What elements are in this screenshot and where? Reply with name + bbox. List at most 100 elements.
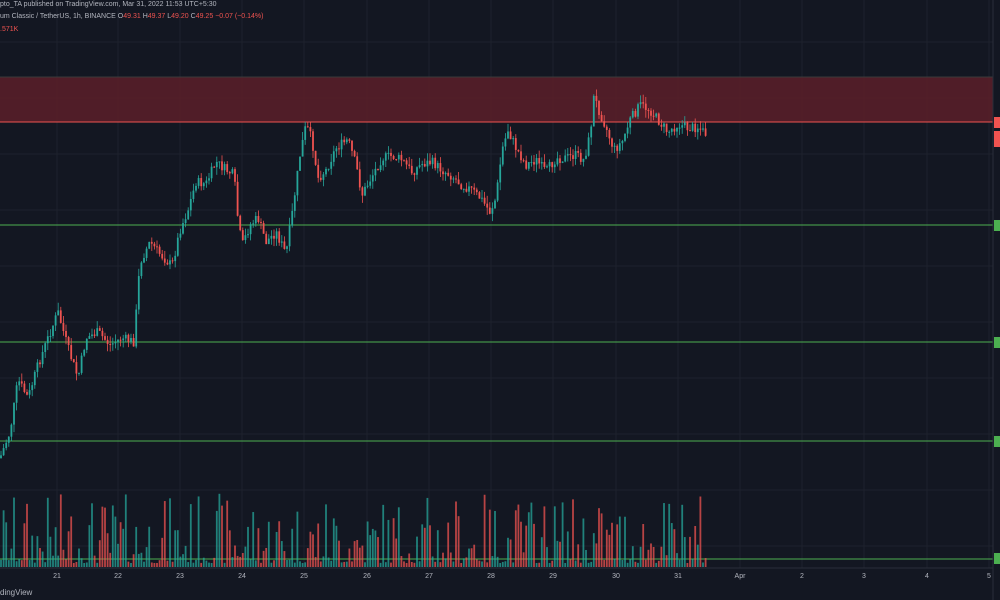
- candle-body: [514, 138, 517, 150]
- volume-bar: [543, 506, 546, 567]
- candle-body: [483, 197, 486, 204]
- volume-bar: [369, 535, 372, 567]
- candle-body: [517, 149, 520, 152]
- candle-body: [33, 371, 36, 386]
- volume-bar: [88, 525, 91, 567]
- x-tick-label: 21: [53, 573, 61, 580]
- volume-bar: [252, 512, 255, 567]
- candle-body: [481, 197, 483, 199]
- symbol-name[interactable]: um Classic / TetherUS, 1h, BINANCE: [0, 13, 116, 20]
- candle-body: [366, 185, 369, 187]
- volume-bar: [535, 562, 538, 567]
- candle-body: [41, 351, 44, 365]
- volume-bar: [57, 555, 60, 567]
- volume-bar: [241, 553, 244, 567]
- candle-body: [603, 121, 606, 127]
- volume-bar: [140, 552, 143, 567]
- candle-body: [665, 123, 668, 132]
- candle-body: [44, 343, 47, 352]
- volume-bar: [475, 559, 478, 567]
- candle-body: [62, 322, 65, 332]
- volume-bar: [533, 523, 535, 567]
- candle-body: [400, 154, 403, 161]
- candle-body: [387, 152, 390, 154]
- candle-body: [600, 114, 603, 122]
- candle-body: [265, 233, 268, 245]
- volume-bar: [176, 530, 179, 567]
- candle-body: [70, 345, 73, 360]
- candle-body: [286, 246, 288, 249]
- candle-body: [520, 151, 522, 161]
- candle-body: [429, 160, 431, 165]
- candle-body: [642, 102, 645, 104]
- candle-body: [351, 140, 353, 151]
- candle-body: [91, 334, 93, 337]
- ohlc-low-value: 49.20: [171, 13, 189, 20]
- candles: [0, 89, 707, 459]
- candle-body: [535, 158, 538, 165]
- volume-bar: [301, 562, 304, 567]
- volume-bar: [462, 558, 465, 567]
- candle-body: [369, 181, 372, 186]
- volume-bar: [624, 516, 626, 567]
- volume-bar: [598, 508, 600, 567]
- volume-bars: [0, 493, 707, 567]
- tradingview-brand[interactable]: dingView: [0, 588, 33, 597]
- candle-body: [223, 164, 226, 171]
- candle-body: [83, 349, 86, 356]
- volume-bar: [444, 558, 447, 567]
- volume-bar: [447, 522, 450, 567]
- volume-bar: [455, 501, 457, 567]
- candle-body: [496, 182, 499, 201]
- volume-bar: [473, 544, 476, 567]
- candle-body: [20, 381, 23, 384]
- candle-body: [611, 138, 613, 147]
- volume-bar: [699, 496, 702, 567]
- volume-bar: [65, 559, 67, 567]
- volume-bar: [166, 560, 169, 567]
- volume-bar: [634, 561, 637, 567]
- candle-body: [587, 137, 590, 156]
- candle-body: [72, 359, 75, 363]
- candle-body: [397, 154, 400, 160]
- candle-body: [127, 334, 130, 342]
- candle-body: [353, 150, 356, 157]
- candle-body: [403, 160, 405, 162]
- candle-body: [5, 442, 8, 449]
- candle-body: [689, 130, 691, 132]
- volume-bar: [382, 504, 385, 567]
- volume-bar: [540, 537, 543, 567]
- volume-bar: [520, 521, 522, 567]
- candle-body: [543, 162, 546, 167]
- candle-body: [176, 237, 179, 256]
- volume-bar: [616, 524, 619, 567]
- x-tick-label: 5: [987, 573, 991, 580]
- volume-bar: [566, 531, 569, 567]
- candle-body: [504, 138, 507, 147]
- candle-body: [624, 133, 626, 141]
- candle-body: [109, 344, 112, 346]
- candle-body: [598, 100, 600, 115]
- candle-body: [213, 166, 216, 168]
- candle-body: [239, 215, 242, 231]
- candle-body: [702, 128, 704, 130]
- volume-bar: [15, 561, 18, 567]
- ohlc-close-value: 49.25: [195, 13, 214, 20]
- candle-body: [699, 128, 702, 130]
- candle-body: [418, 165, 421, 168]
- volume-bar: [218, 493, 221, 567]
- volume-bar: [553, 506, 556, 567]
- candle-body: [652, 115, 655, 117]
- volume-bar: [104, 507, 106, 567]
- volume-bar: [579, 562, 582, 567]
- volume-bar: [488, 509, 491, 567]
- volume-bar: [501, 561, 504, 567]
- candle-body: [171, 260, 174, 262]
- candle-body: [57, 310, 60, 316]
- volume-bar: [525, 525, 528, 567]
- volume-bar: [158, 560, 161, 567]
- ohlc-open-value: 49.31: [123, 13, 141, 20]
- volume-bar: [655, 562, 658, 567]
- volume-bar: [195, 559, 197, 567]
